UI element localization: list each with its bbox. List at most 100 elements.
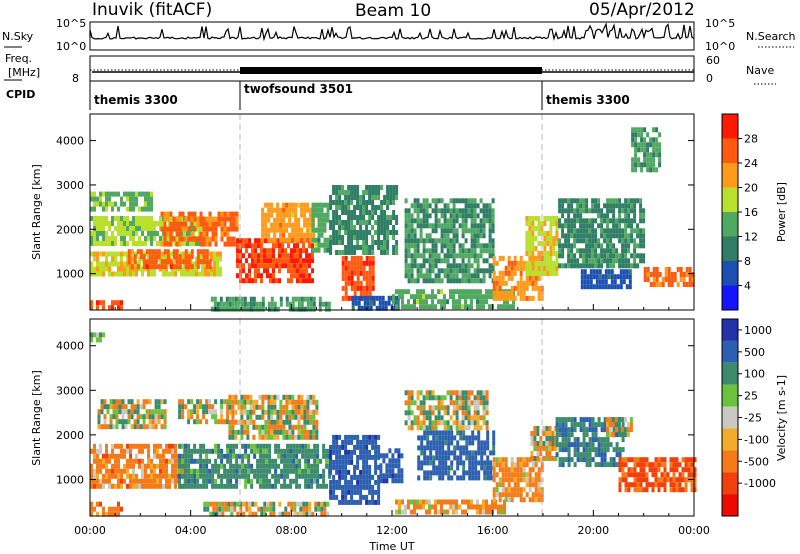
power-cell-17-2335 bbox=[588, 253, 592, 259]
power-cell-13-1522 bbox=[440, 304, 443, 310]
power-cell-7-857 bbox=[267, 212, 271, 218]
power-cell-18-2567 bbox=[670, 277, 674, 282]
power-cell-11-1213 bbox=[335, 230, 339, 235]
velocity-cell-5-879 bbox=[273, 409, 277, 415]
power-cell-19-2594 bbox=[583, 274, 587, 280]
power-cell-17-2501 bbox=[633, 203, 637, 209]
velocity-cell-2-346 bbox=[160, 424, 164, 430]
power-cell-14-1764 bbox=[440, 248, 444, 254]
velocity-cell-14-2070 bbox=[606, 437, 610, 443]
velocity-cell-4-726 bbox=[310, 448, 314, 454]
velocity-cell-15-2108 bbox=[618, 457, 622, 463]
velocity-cell-7-1239 bbox=[368, 484, 372, 490]
power-cell-14-1670 bbox=[419, 208, 423, 214]
power-cell-17-2285 bbox=[576, 233, 580, 239]
power-cell-6-750 bbox=[272, 278, 275, 284]
power-cell-11-1399 bbox=[386, 205, 390, 210]
power-cell-2-255 bbox=[123, 231, 126, 236]
velocity-cell-4-744 bbox=[316, 458, 320, 464]
velocity-cell-4-732 bbox=[310, 483, 314, 489]
power-cell-2-249 bbox=[120, 231, 123, 236]
velocity-cell-5-899 bbox=[282, 404, 286, 410]
power-cell-14-1784 bbox=[446, 223, 450, 229]
power-cell-13-1490 bbox=[407, 304, 410, 310]
velocity-cell-15-2176 bbox=[654, 467, 658, 473]
power-cell-15-1997 bbox=[492, 280, 496, 286]
power-cell-13-1565 bbox=[482, 299, 485, 305]
velocity-cell-1-175 bbox=[156, 453, 159, 459]
velocity-cell-14-2092 bbox=[615, 452, 619, 458]
power-cell-1-159 bbox=[195, 256, 198, 262]
power-cell-14-1914 bbox=[473, 243, 477, 249]
power-cell-18-2553 bbox=[655, 277, 659, 282]
power-cell-4-453 bbox=[136, 264, 140, 270]
velocity-cell-12-1837 bbox=[522, 467, 526, 473]
power-cell-2-282 bbox=[138, 241, 141, 246]
power-cell-14-1814 bbox=[452, 218, 456, 224]
power-cell-2-212 bbox=[96, 241, 99, 246]
velocity-cell-9-1346 bbox=[437, 509, 440, 515]
velocity-cell-11-1705 bbox=[471, 450, 475, 456]
velocity-cell-2-286 bbox=[121, 419, 125, 425]
power-cell-13-1587 bbox=[503, 304, 506, 310]
velocity-cell-12-1797 bbox=[507, 467, 511, 473]
power-cell-17-2462 bbox=[621, 258, 625, 264]
power-cell-14-1698 bbox=[425, 218, 429, 224]
velocity-cell-1-125 bbox=[135, 443, 138, 449]
power-cell-1-98 bbox=[147, 271, 150, 277]
power-cell-7-864 bbox=[270, 212, 274, 218]
velocity-cell-1-219 bbox=[174, 453, 177, 459]
power-cell-10-1171 bbox=[368, 260, 372, 266]
velocity-cell-4-411 bbox=[178, 458, 182, 464]
velocity-cell-4-679 bbox=[289, 483, 293, 489]
power-cell-11-1417 bbox=[392, 195, 396, 200]
power-cell-11-1351 bbox=[371, 240, 375, 245]
power-cell-11-1230 bbox=[341, 190, 345, 195]
power-cell-9-1074 bbox=[317, 222, 321, 228]
power-cell-13-1590 bbox=[506, 299, 509, 305]
power-cell-14-1881 bbox=[467, 213, 471, 219]
power-cell-11-1261 bbox=[347, 245, 351, 250]
velocity-cell-10-1555 bbox=[482, 410, 486, 416]
velocity-cell-5-890 bbox=[276, 434, 280, 440]
velocity-cell-1-154 bbox=[147, 458, 150, 464]
velocity-cell-1-159 bbox=[150, 458, 153, 464]
velocity-cell-14-1992 bbox=[576, 442, 580, 448]
velocity-cell-1-57 bbox=[105, 453, 108, 459]
nsky-label: N.Sky bbox=[2, 30, 34, 43]
velocity-cell-2-254 bbox=[103, 399, 107, 405]
power-cell-11-1398 bbox=[386, 200, 390, 205]
power-cell-14-1623 bbox=[407, 253, 411, 259]
power-cell-6-736 bbox=[269, 248, 272, 254]
power-cell-17-2370 bbox=[597, 253, 601, 259]
power-cell-4-519 bbox=[205, 259, 209, 265]
velocity-cell-12-1839 bbox=[522, 477, 526, 483]
power-cell-12-1457 bbox=[375, 305, 379, 311]
power-cell-8-998 bbox=[249, 296, 253, 302]
power-cell-13-1515 bbox=[431, 304, 434, 310]
velocity-cell-4-662 bbox=[283, 478, 287, 484]
velocity-cell-6-1038 bbox=[263, 511, 267, 517]
power-cell-14-1848 bbox=[458, 278, 462, 284]
velocity-cell-11-1607 bbox=[432, 465, 436, 471]
velocity-cell-13-1888 bbox=[530, 451, 534, 456]
velocity-cell-14-1950 bbox=[561, 417, 565, 423]
power-cell-19-2646 bbox=[628, 279, 632, 285]
power-cell-10-1153 bbox=[359, 285, 363, 291]
power-cell-7-894 bbox=[282, 237, 286, 243]
power-cell-1-26 bbox=[96, 266, 99, 272]
power-cell-20-2682 bbox=[643, 157, 647, 163]
velocity-cell-1-62 bbox=[105, 478, 108, 484]
velocity-cell-6-1073 bbox=[311, 511, 315, 517]
velocity-cell-5-813 bbox=[243, 429, 247, 435]
power-cell-10-1117 bbox=[344, 290, 348, 296]
power-cell-12-1471 bbox=[393, 300, 397, 306]
power-cell-17-2371 bbox=[597, 258, 601, 264]
velocity-cell-6-1085 bbox=[326, 511, 330, 517]
velocity-cell-10-1439 bbox=[425, 415, 429, 421]
velocity-cell-1-218 bbox=[174, 448, 177, 454]
power-cell-14-1833 bbox=[455, 238, 459, 244]
power-cell-17-2479 bbox=[627, 203, 631, 209]
velocity-cell-4-637 bbox=[274, 448, 278, 454]
power-cell-5-630 bbox=[223, 221, 227, 227]
